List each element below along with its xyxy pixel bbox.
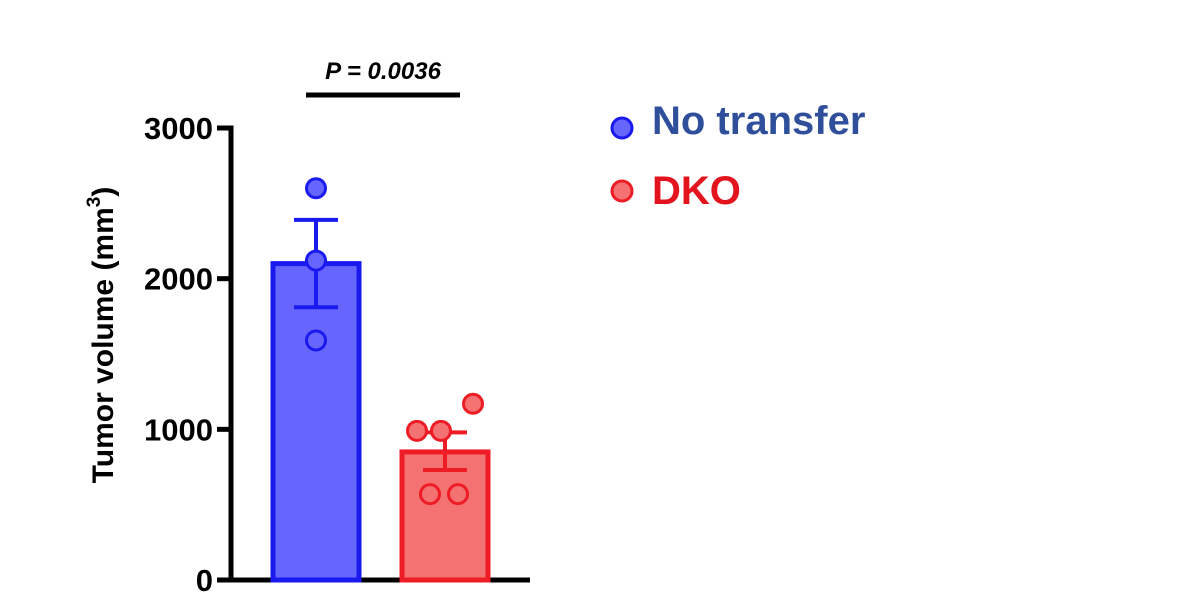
data-point: [430, 419, 452, 442]
y-axis-title-main: Tumor volume (mm: [87, 207, 120, 483]
bar-0: [270, 261, 362, 583]
y-ticks: 0 1000 2000 3000: [144, 111, 231, 598]
data-point: [305, 329, 327, 352]
data-point: [305, 177, 327, 200]
p-value-label: P = 0.0036: [325, 58, 442, 85]
legend-label-no-transfer: No transfer: [652, 99, 865, 143]
y-tick-label: 3000: [144, 111, 213, 146]
y-tick-label: 2000: [144, 262, 213, 297]
data-point: [406, 419, 428, 442]
legend-marker-no-transfer: [610, 116, 634, 140]
legend-label-dko: DKO: [652, 169, 741, 213]
legend-marker-dko: [610, 179, 634, 203]
data-point: [305, 249, 327, 272]
data-point: [447, 483, 469, 506]
y-axis-title: Tumor volume (mm3): [84, 187, 120, 484]
significance-annotation: P = 0.0036: [306, 58, 460, 98]
data-point: [462, 392, 484, 415]
legend: No transfer DKO: [610, 99, 865, 213]
data-point: [419, 483, 441, 506]
y-tick-label: 1000: [144, 412, 213, 447]
y-axis-title-superscript: 3: [84, 197, 105, 208]
bars: [270, 261, 491, 583]
y-axis-title-suffix: ): [87, 187, 120, 197]
y-tick-label: 0: [196, 563, 213, 598]
data-points: [305, 177, 484, 506]
